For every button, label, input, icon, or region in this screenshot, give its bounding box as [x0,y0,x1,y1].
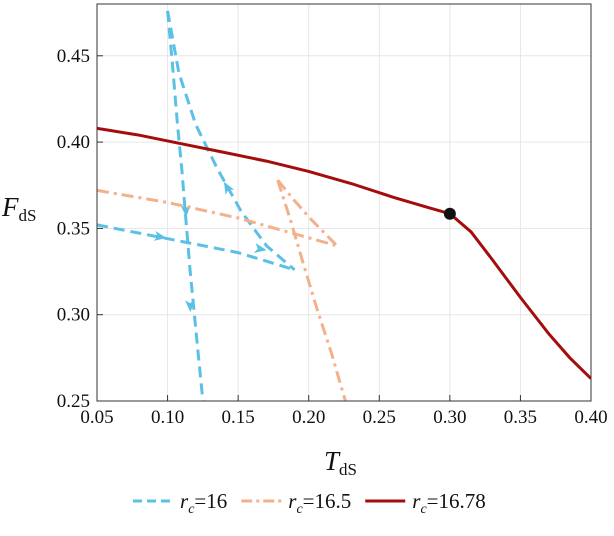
x-tick-label: 0.25 [363,407,396,428]
x-tick-label: 0.30 [433,407,466,428]
legend-label: rc=16.5 [288,489,351,517]
legend-label: rc=16.78 [412,489,486,517]
y-tick-label: 0.25 [57,391,90,412]
legend-item: rc=16 [133,489,227,517]
marker-layer [443,207,456,220]
y-tick-label: 0.45 [57,46,90,67]
x-tick-label: 0.20 [292,407,325,428]
y-tick-label: 0.40 [57,132,90,153]
legend-item: rc=16.5 [241,489,351,517]
x-tick-label: 0.15 [222,407,255,428]
y-tick-label: 0.30 [57,305,90,326]
y-axis-label: FdS [1,192,36,225]
series-line [166,10,296,271]
direction-arrow [184,299,195,313]
x-tick-label: 0.10 [151,407,184,428]
legend: rc=16 rc=16.5 rc=16.78 [133,489,486,517]
legend-label: rc=16 [180,489,227,517]
series-line [97,188,338,248]
direction-arrow [153,231,167,241]
x-tick-label: 0.35 [504,407,537,428]
x-tick-label: 0.40 [574,407,607,428]
plot-frame [96,3,592,402]
series-line [276,179,347,401]
series-line [97,223,296,272]
direction-arrow [253,243,267,253]
x-tick-label: 0.05 [80,407,113,428]
series-layer [97,10,591,401]
critical-point-marker [443,207,456,220]
direction-arrow [223,181,235,195]
x-axis-label: TdS [324,446,357,479]
legend-item: rc=16.78 [365,489,486,517]
series-line [97,126,591,380]
series-line [166,10,205,401]
ticks: 0.05 0.10 0.15 0.20 0.25 0.30 0.35 0.40 0.25 0.30… [57,46,608,428]
y-tick-label: 0.35 [57,218,90,239]
